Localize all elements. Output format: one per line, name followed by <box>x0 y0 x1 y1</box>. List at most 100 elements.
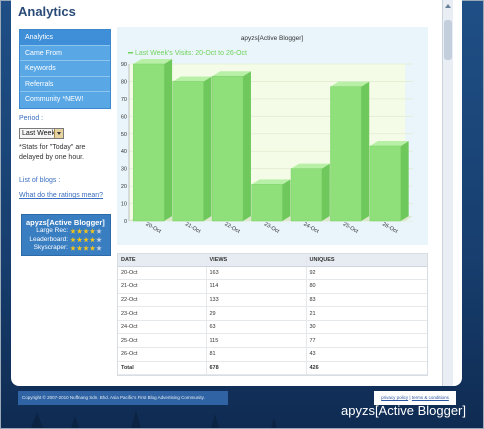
bar-top <box>133 59 173 64</box>
star-icon <box>83 236 89 243</box>
bar <box>290 168 323 222</box>
rating-label: Leaderboard: <box>29 235 68 243</box>
star-icon <box>89 236 96 243</box>
star-icon <box>96 236 102 243</box>
privacy-policy-link[interactable]: privacy policy <box>381 395 409 400</box>
y-tick-label: 60 <box>121 114 127 120</box>
cell-date: 23-Oct <box>118 306 206 321</box>
stats-table: DATE VIEWS UNIQUES 20-Oct 163 92 21-Oct … <box>117 253 428 377</box>
cell-views: 133 <box>205 293 306 308</box>
sidebar-item-referrals[interactable]: Referrals <box>20 77 110 92</box>
x-tick-label: 20-Oct <box>145 221 163 235</box>
cell-date: 24-Oct <box>118 320 206 335</box>
bar-side <box>400 140 409 221</box>
bar <box>172 81 204 222</box>
rating-row: Leaderboard: <box>26 236 106 245</box>
sidebar-item-came-from[interactable]: Came From <box>20 46 110 61</box>
ratings-help-link[interactable]: What do the ratings mean? <box>19 192 104 199</box>
table-total-row: Total 678 426 <box>118 361 427 376</box>
bar-side <box>282 179 291 221</box>
page-title: Analytics <box>18 4 76 19</box>
cell-views: 114 <box>205 279 306 294</box>
period-select[interactable]: Last Week <box>19 128 64 139</box>
bar-top <box>172 76 212 82</box>
x-tick-label: 25-Oct <box>342 221 360 235</box>
star-icon <box>70 245 76 251</box>
x-tick-label: 21-Oct <box>184 221 202 235</box>
cell-uniques: 77 <box>305 333 427 349</box>
stats-delay-note: *Stats for "Today" are delayed by one ho… <box>19 144 86 161</box>
bar-top <box>369 140 409 146</box>
y-tick-label: 50 <box>121 132 127 138</box>
cell-uniques: 43 <box>305 347 427 362</box>
table-row: 25-Oct 115 77 <box>118 333 427 349</box>
cell-uniques: 21 <box>305 306 427 321</box>
table-row: 22-Oct 133 83 <box>118 293 427 308</box>
star-icon <box>76 245 83 251</box>
y-tick-label: 40 <box>121 149 127 155</box>
period-select-value: Last Week <box>22 130 55 137</box>
col-header-date[interactable]: DATE <box>118 254 206 267</box>
bar-top <box>212 71 251 77</box>
bar-side <box>242 71 251 221</box>
table-row: 21-Oct 114 80 <box>118 279 427 294</box>
bar-side <box>361 81 370 221</box>
rating-row: Skyscraper: <box>26 244 106 253</box>
cell-views: 163 <box>205 266 306 281</box>
footer-links: privacy policy | terms & conditions <box>374 391 456 405</box>
rating-box-title: apyzs[Active Blogger] <box>26 218 105 227</box>
cell-views: 115 <box>205 333 306 349</box>
star-rating <box>70 244 103 253</box>
sidebar-item-community[interactable]: Community *NEW! <box>25 96 84 103</box>
bar-side <box>164 59 173 221</box>
visits-bar-chart: 0 10 20 30 40 50 60 70 80 90 apyzs[Active Blogger]… <box>121 35 413 235</box>
list-of-blogs-label: List of blogs : <box>19 177 61 184</box>
bar-side <box>321 163 330 221</box>
chart-title: apyzs[Active Blogger] <box>241 35 304 42</box>
bar-top <box>291 163 330 169</box>
star-icon <box>96 228 102 234</box>
cell-views: 63 <box>205 320 306 335</box>
y-tick-label: 20 <box>121 184 127 190</box>
star-icon <box>76 236 83 243</box>
bar-top <box>330 81 370 87</box>
sidebar-item-keywords[interactable]: Keywords <box>20 61 110 77</box>
rating-label: Large Rec: <box>36 227 68 234</box>
blog-rating-box: apyzs[Active Blogger] Large Rec: Leaderb… <box>21 214 111 256</box>
footer-separator: | <box>408 395 412 400</box>
x-tick-label: 23-Oct <box>263 221 281 235</box>
bar <box>330 86 362 222</box>
bar <box>211 75 244 222</box>
scroll-thumb[interactable] <box>444 20 452 60</box>
visits-chart: 0 10 20 30 40 50 60 70 80 90 apyzs[Active Blogger]… <box>117 27 428 245</box>
sidebar-item-analytics[interactable]: Analytics <box>20 30 110 46</box>
cell-uniques: 30 <box>305 320 427 335</box>
cell-date: 20-Oct <box>118 266 206 281</box>
scroll-up-icon[interactable] <box>445 4 451 8</box>
table-row: 26-Oct 81 43 <box>118 347 427 362</box>
star-icon <box>96 245 102 251</box>
rating-label: Skyscraper: <box>33 244 68 251</box>
vertical-scrollbar[interactable] <box>442 0 453 386</box>
footer-copyright: Copyright © 2007-2010 Nuffnang Sdn. Bhd.… <box>18 391 228 405</box>
col-header-views[interactable]: VIEWS <box>205 254 306 267</box>
cell-date: 22-Oct <box>118 293 206 308</box>
col-header-uniques[interactable]: UNIQUES <box>305 254 427 267</box>
chevron-down-icon[interactable] <box>54 129 63 138</box>
x-tick-label: 24-Oct <box>302 221 320 235</box>
cell-uniques: 80 <box>305 279 427 294</box>
terms-link[interactable]: terms & conditions <box>411 395 449 400</box>
table-row: 20-Oct 163 92 <box>118 266 427 281</box>
star-icon <box>76 228 83 234</box>
star-icon <box>83 245 89 251</box>
y-tick-label: 80 <box>121 79 127 85</box>
y-tick-label: 10 <box>121 202 127 208</box>
table-row: 23-Oct 29 21 <box>118 306 427 321</box>
cell-date: 21-Oct <box>118 279 206 294</box>
sidebar-menu: Analytics Came From Keywords Referrals C… <box>19 29 111 109</box>
cell-views: 81 <box>205 347 306 362</box>
y-tick-label: 30 <box>121 167 127 173</box>
star-icon <box>70 228 76 234</box>
table-header-row: DATE VIEWS UNIQUES <box>118 254 427 267</box>
bar-side <box>203 76 212 221</box>
